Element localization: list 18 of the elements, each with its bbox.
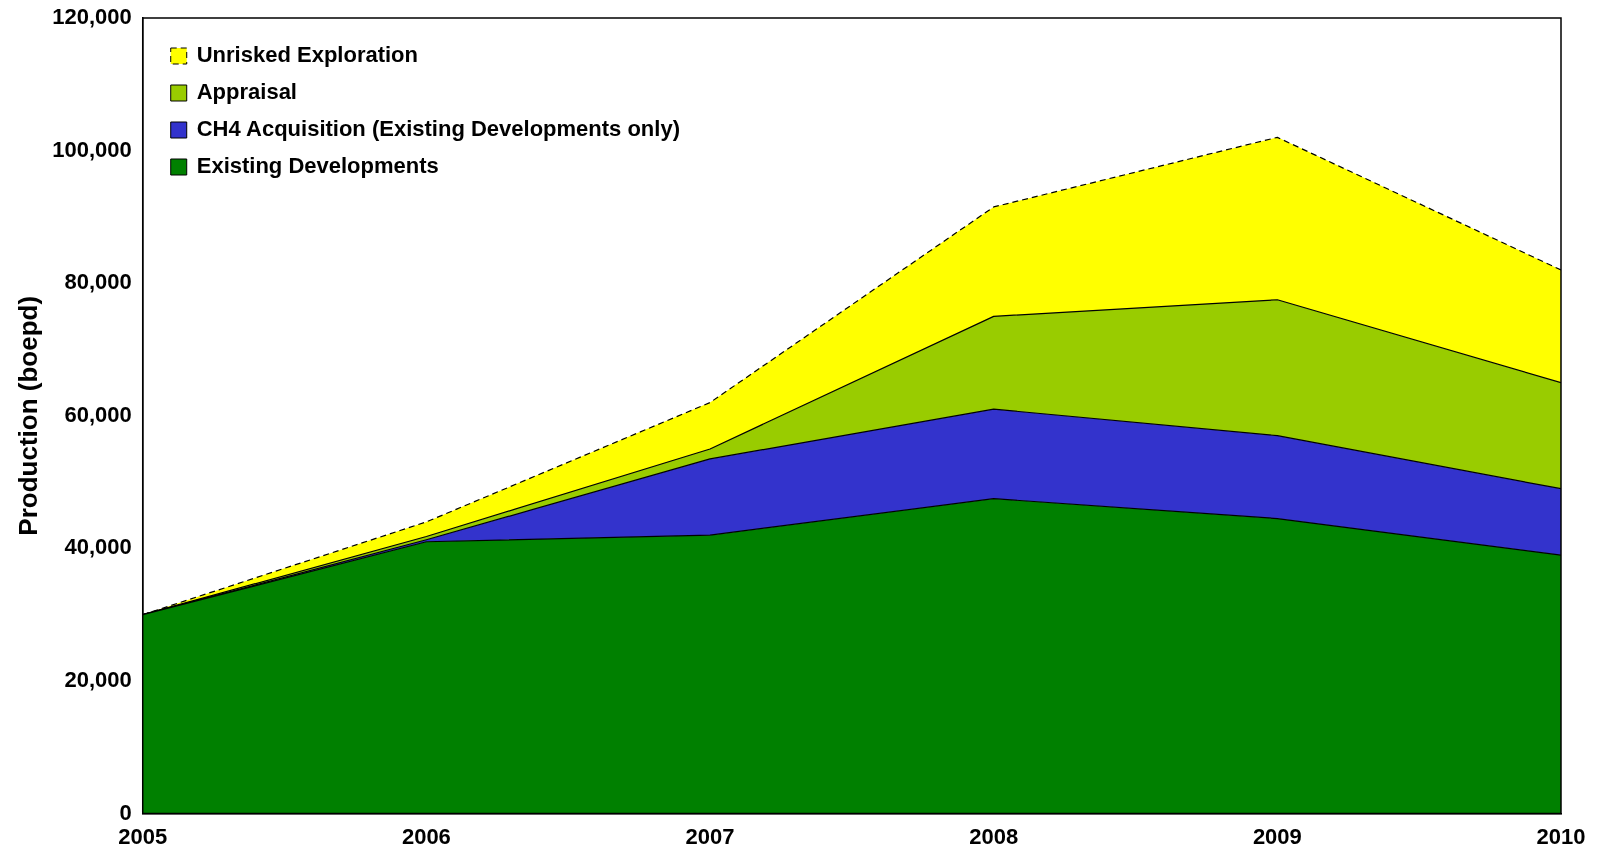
legend-label: Appraisal bbox=[196, 79, 297, 105]
y-tick-label: 40,000 bbox=[64, 534, 132, 560]
x-tick-label: 2007 bbox=[685, 823, 735, 849]
legend-label: CH4 Acquisition (Existing Developments only) bbox=[196, 116, 680, 142]
y-tick-label: 0 bbox=[119, 799, 132, 825]
x-tick-label: 2008 bbox=[969, 823, 1019, 849]
x-tick-label: 2009 bbox=[1252, 823, 1302, 849]
x-tick-label: 2005 bbox=[118, 823, 168, 849]
y-tick-label: 60,000 bbox=[64, 401, 132, 427]
legend-label: Existing Developments bbox=[196, 153, 439, 179]
y-tick-label: 120,000 bbox=[52, 4, 132, 30]
y-tick-label: 80,000 bbox=[64, 269, 132, 295]
x-tick-label: 2010 bbox=[1536, 823, 1586, 849]
legend-label: Unrisked Exploration bbox=[196, 42, 419, 68]
x-tick-label: 2006 bbox=[401, 823, 451, 849]
y-tick-label: 100,000 bbox=[52, 136, 132, 162]
y-axis-title: Production (boepd) bbox=[12, 295, 43, 536]
y-tick-label: 20,000 bbox=[64, 667, 132, 693]
